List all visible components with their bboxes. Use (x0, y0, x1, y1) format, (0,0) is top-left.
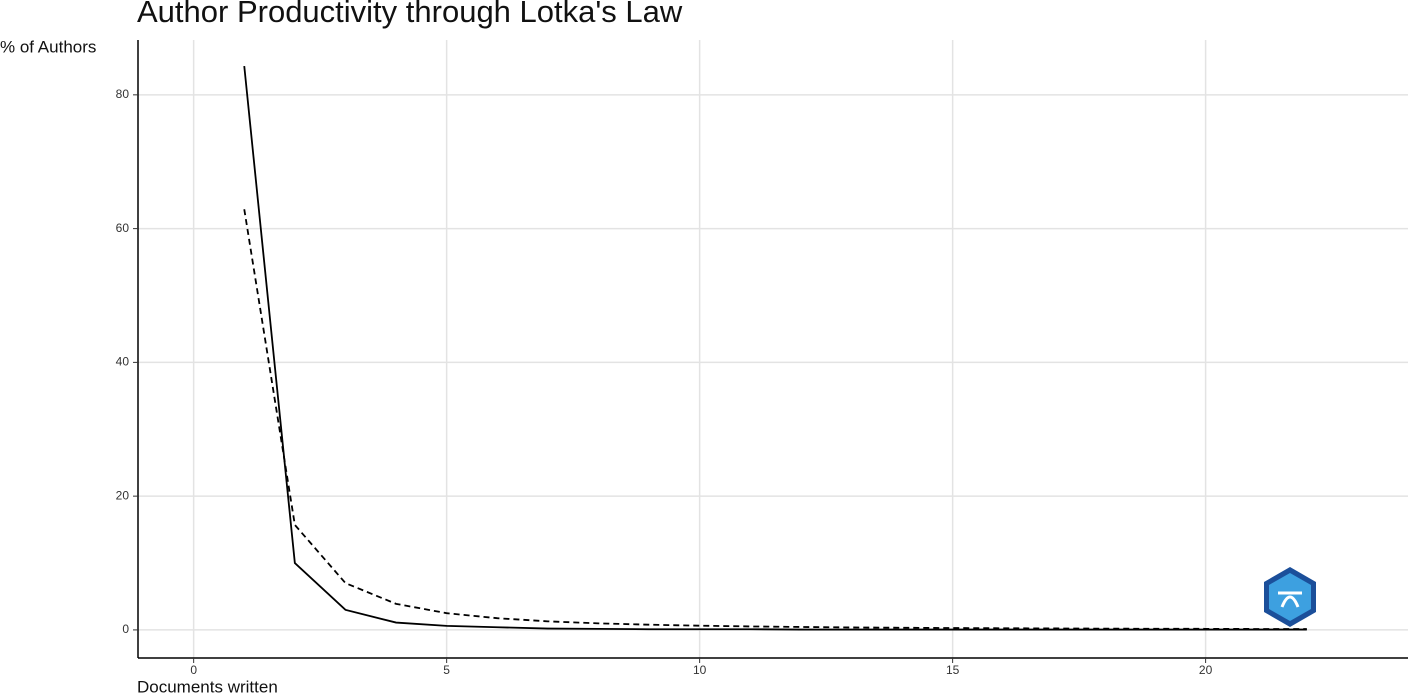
y-tick-label: 20 (116, 488, 130, 502)
x-tick-label: 0 (190, 663, 197, 677)
logo-glyph (1278, 591, 1302, 608)
x-tick-label: 5 (443, 663, 450, 677)
y-tick-label: 80 (116, 87, 130, 101)
y-tick-label: 60 (116, 221, 130, 235)
x-tick-label: 20 (1199, 663, 1213, 677)
y-tick-label: 40 (116, 355, 130, 369)
series-line (243, 209, 1307, 630)
plot (243, 65, 1307, 631)
x-tick-label: 10 (693, 663, 707, 677)
x-axis-label: Documents written (137, 677, 278, 696)
y-axis-label: % of Authors (0, 37, 96, 56)
grid (138, 40, 1408, 658)
chart-title: Author Productivity through Lotka's Law (137, 0, 683, 29)
x-tick-label: 15 (946, 663, 960, 677)
y-tick-label: 0 (122, 622, 129, 636)
series-line (243, 65, 1307, 631)
logo (1264, 567, 1316, 627)
